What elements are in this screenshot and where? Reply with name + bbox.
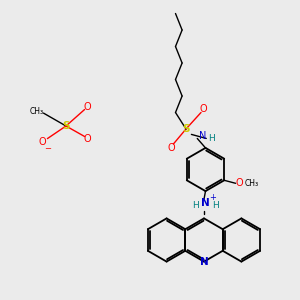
Text: N: N	[199, 131, 206, 141]
Text: O: O	[167, 142, 175, 153]
Text: S: S	[62, 121, 70, 131]
Text: H: H	[212, 201, 219, 210]
Text: O: O	[236, 178, 243, 188]
Text: CH₃: CH₃	[244, 179, 258, 188]
Text: N: N	[201, 198, 210, 208]
Text: O: O	[84, 101, 92, 112]
Text: −: −	[44, 144, 51, 153]
Text: N: N	[200, 256, 208, 267]
Text: CH₃: CH₃	[30, 107, 44, 116]
Text: H: H	[192, 201, 199, 210]
Text: O: O	[84, 134, 92, 145]
Text: O: O	[38, 137, 46, 147]
Text: O: O	[200, 104, 207, 115]
Text: H: H	[208, 134, 215, 143]
Text: S: S	[182, 124, 190, 134]
Text: +: +	[209, 193, 216, 202]
